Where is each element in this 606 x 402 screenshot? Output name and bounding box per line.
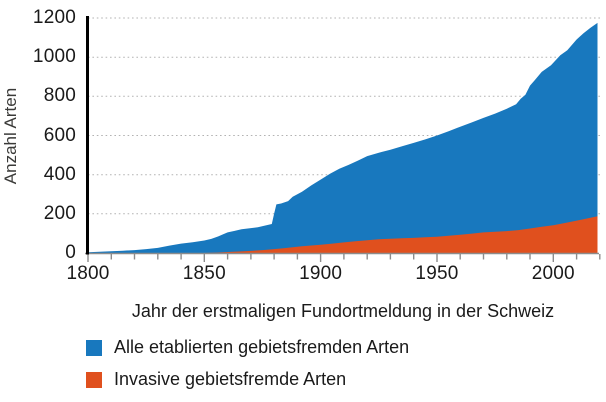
y-tick-label-800: 800 [43, 85, 76, 107]
legend-item-invasive: Invasive gebietsfremde Arten [86, 369, 346, 390]
x-tick-label-1900: 1900 [299, 263, 343, 284]
y-tick-label-1200: 1200 [32, 7, 76, 28]
x-tick-label-1800: 1800 [66, 263, 110, 284]
legend-label-established: Alle etablierten gebietsfremden Arten [114, 337, 410, 357]
established-series-swatch [86, 339, 102, 356]
x-tick-label-1950: 1950 [415, 263, 459, 284]
invasive-series-swatch [86, 371, 102, 388]
y-tick-label-200: 200 [43, 202, 76, 224]
invasive-area [88, 216, 598, 253]
y-tick-label-0: 0 [65, 242, 76, 263]
established-area [88, 22, 598, 254]
x-tick-label-2000: 2000 [531, 263, 575, 284]
x-tick-label-1850: 1850 [182, 263, 226, 284]
y-tick-label-1000: 1000 [32, 46, 76, 68]
y-tick-label-600: 600 [43, 124, 76, 146]
y-tick-label-400: 400 [43, 163, 76, 185]
legend-item-established: Alle etablierten gebietsfremden Arten [86, 337, 409, 358]
x-axis-title: Jahr der erstmaligen Fundortmeldung in d… [131, 301, 555, 321]
legend-label-invasive: Invasive gebietsfremde Arten [114, 369, 347, 389]
